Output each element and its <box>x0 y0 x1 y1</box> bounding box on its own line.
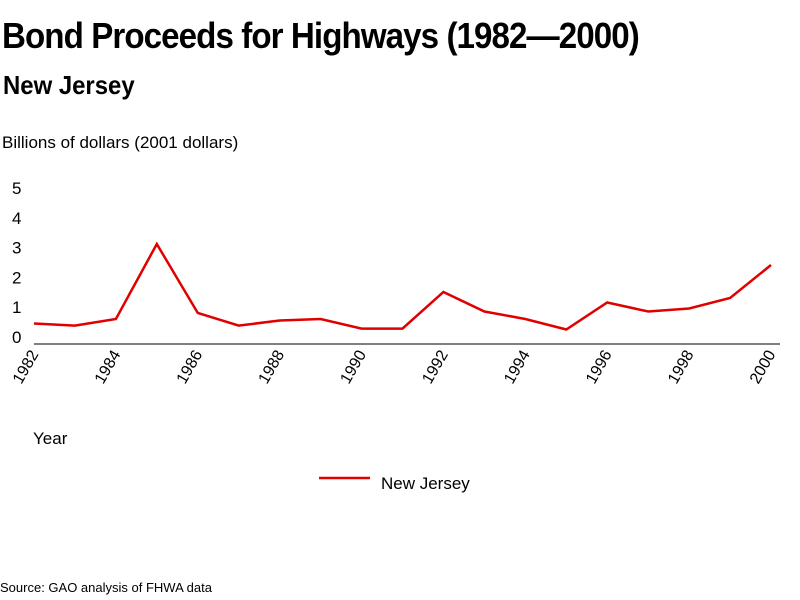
x-tick-label: 1984 <box>92 347 125 386</box>
x-tick-label: 1996 <box>583 347 616 386</box>
y-tick-label: 2 <box>12 268 21 287</box>
x-tick-label: 1990 <box>338 347 371 386</box>
y-tick-label: 1 <box>12 298 21 317</box>
legend-label: New Jersey <box>381 474 470 493</box>
legend: New Jersey <box>319 474 470 493</box>
chart-subtitle: New Jersey <box>3 70 135 100</box>
x-tick-label: 1986 <box>174 347 207 386</box>
y-tick-label: 0 <box>12 328 21 347</box>
x-tick-label: 1988 <box>256 347 289 386</box>
series-lines <box>33 241 772 331</box>
x-axis-label: Year <box>33 429 68 448</box>
x-tick-label: 2000 <box>747 347 780 386</box>
chart-title: Bond Proceeds for Highways (1982—2000) <box>2 15 640 56</box>
x-tick-label: 1994 <box>501 347 534 386</box>
y-tick-label: 3 <box>12 239 21 258</box>
source-note: Source: GAO analysis of FHWA data <box>0 580 212 595</box>
y-tick-label: 5 <box>12 179 21 198</box>
x-tick-label: 1982 <box>10 347 43 386</box>
x-tick-labels: 1982 1984 1986 1988 1990 1992 1994 1996 1998 2000 <box>10 347 780 386</box>
x-tick-label: 1998 <box>665 347 698 386</box>
y-tick-labels: 0 1 2 3 4 5 <box>12 179 21 347</box>
y-tick-label: 4 <box>12 209 21 228</box>
x-tick-label: 1992 <box>419 347 452 386</box>
y-axis-label: Billions of dollars (2001 dollars) <box>2 133 239 152</box>
series-line-new-jersey <box>33 241 772 331</box>
